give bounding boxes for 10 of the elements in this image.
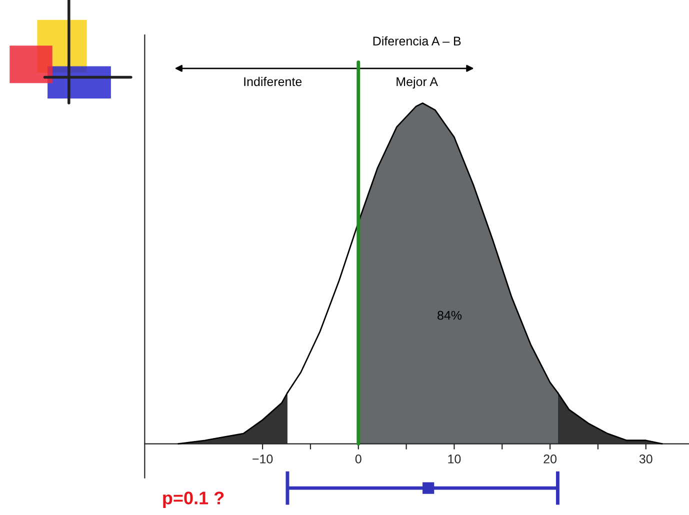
annotation: 84% [438, 310, 462, 320]
x-tick-label: 20 [544, 454, 557, 464]
text: Diferencia A – B [373, 36, 461, 46]
text: p=0.1 ? [163, 492, 224, 508]
text: Indiferente [244, 76, 302, 86]
x-tick-label: 10 [448, 454, 461, 464]
x-tick-label: −10 [252, 454, 273, 464]
x-tick-label: 30 [639, 454, 652, 464]
x-tick-label: 0 [355, 454, 362, 464]
text: Mejor A [396, 76, 438, 89]
